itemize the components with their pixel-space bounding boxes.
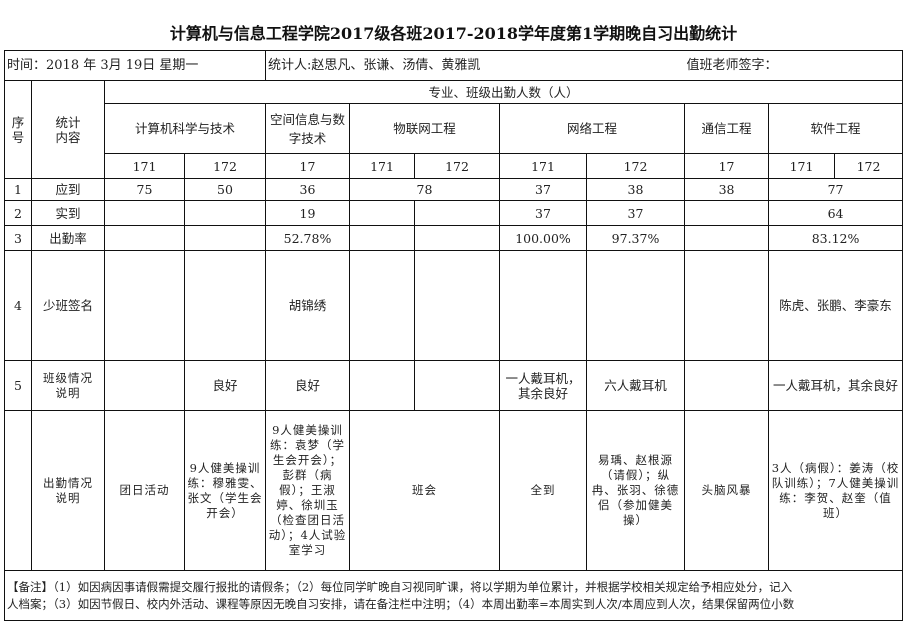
teacher-sign-field: 值班老师签字： xyxy=(684,50,904,81)
cell: 陈虎、张鹏、李豪东 xyxy=(768,250,904,361)
note-line: 【备注】（1）如因病因事请假需提交履行报批的请假条；（2）每位同学旷晚自习视同旷… xyxy=(7,579,793,594)
cell: 胡锦绣 xyxy=(265,250,350,361)
cell xyxy=(349,225,415,251)
cell: 全到 xyxy=(499,410,587,571)
class-header: 17 xyxy=(684,153,770,179)
cell xyxy=(499,250,587,361)
class-header: 171 xyxy=(499,153,587,179)
major-header: 网络工程 xyxy=(498,103,686,154)
cell xyxy=(184,225,266,251)
cell: 班会 xyxy=(349,410,500,571)
cell: 易瑀、赵根源（请假）；纵冉、张羽、徐德侣（参加健美操） xyxy=(585,410,686,571)
cell: 50 xyxy=(184,178,266,201)
cell: 75 xyxy=(104,178,185,201)
major-header-text: 空间信息与数字技术 xyxy=(270,111,346,146)
major-header: 软件工程 xyxy=(768,103,904,154)
row-no xyxy=(4,410,32,571)
cell xyxy=(184,200,266,226)
row-no: 1 xyxy=(4,178,32,201)
page-title: 计算机与信息工程学院2017级各班2017-2018学年度第1学期晚自习出勤统计 xyxy=(169,24,738,43)
attendance-table: 时间：2018 年 3月 19日 星期一 统计人:赵思凡、张谦、汤倩、黄雅凯 值… xyxy=(3,50,904,621)
cell xyxy=(349,250,415,361)
seq-header: 序号 xyxy=(4,80,32,179)
row-label: 班级情况说明 xyxy=(31,360,105,411)
row-label: 出勤率 xyxy=(31,225,105,251)
class-header: 171 xyxy=(349,153,415,179)
cell: 97.37% xyxy=(585,225,686,251)
cell xyxy=(585,250,686,361)
class-header: 171 xyxy=(104,153,185,179)
major-header: 物联网工程 xyxy=(349,103,500,154)
class-header: 172 xyxy=(184,153,266,179)
class-header: 172 xyxy=(585,153,686,179)
row-no: 5 xyxy=(4,360,32,411)
row-no: 2 xyxy=(4,200,32,226)
cell: 38 xyxy=(684,178,770,201)
group-header: 专业、班级出勤人数（人） xyxy=(103,80,904,104)
cell xyxy=(104,360,185,411)
row-no: 3 xyxy=(4,225,32,251)
cell: 37 xyxy=(499,178,587,201)
cell xyxy=(684,360,770,411)
row-label-text: 班级情况说明 xyxy=(43,370,93,400)
cell xyxy=(104,250,185,361)
counters-field: 统计人:赵思凡、张谦、汤倩、黄雅凯 xyxy=(265,50,685,81)
stat-header-text: 统计内容 xyxy=(55,114,81,145)
row-label: 少班签名 xyxy=(31,250,105,361)
cell: 六人戴耳机 xyxy=(585,360,686,411)
cell: 19 xyxy=(265,200,350,226)
row-label-text: 出勤情况说明 xyxy=(43,475,93,505)
major-header: 计算机科学与技术 xyxy=(104,103,266,154)
stat-header: 统计内容 xyxy=(31,80,105,179)
cell xyxy=(349,360,415,411)
cell: 一人戴耳机，其余良好 xyxy=(768,360,904,411)
cell: 78 xyxy=(349,178,500,201)
cell xyxy=(184,250,266,361)
cell: 团日活动 xyxy=(104,410,185,571)
cell xyxy=(684,250,770,361)
cell: 36 xyxy=(265,178,350,201)
cell: 3人（病假）：姜涛（校队训练）；7人健美操训练：李贺、赵奎（值班） xyxy=(768,410,904,571)
cell: 64 xyxy=(768,200,904,226)
cell: 良好 xyxy=(184,360,266,411)
cell: 38 xyxy=(585,178,686,201)
cell: 9人健美操训练：袁梦（学生会开会）；彭群（病假）；王淑婷、徐圳玉（检查团日活动）… xyxy=(265,410,350,571)
cell xyxy=(104,200,185,226)
cell xyxy=(414,250,500,361)
cell xyxy=(414,360,500,411)
cell xyxy=(349,200,415,226)
cell: 52.78% xyxy=(265,225,350,251)
cell xyxy=(414,200,500,226)
cell: 83.12% xyxy=(768,225,904,251)
note-line: 人档案；（3）如因节假日、校内外活动、课程等原因无晚自习安排，请在备注栏中注明；… xyxy=(7,596,795,611)
class-header: 172 xyxy=(414,153,500,179)
row-label: 实到 xyxy=(31,200,105,226)
notes: 【备注】（1）如因病因事请假需提交履行报批的请假条；（2）每位同学旷晚自习视同旷… xyxy=(3,570,904,621)
cell: 37 xyxy=(585,200,686,226)
cell: 37 xyxy=(499,200,587,226)
class-header: 172 xyxy=(834,153,904,179)
cell xyxy=(684,225,770,251)
cell: 头脑风暴 xyxy=(684,410,770,571)
cell: 100.00% xyxy=(499,225,587,251)
class-header: 171 xyxy=(768,153,836,179)
major-header: 通信工程 xyxy=(684,103,770,154)
class-header: 17 xyxy=(265,153,350,179)
cell: 77 xyxy=(768,178,904,201)
cell xyxy=(684,200,770,226)
cell: 9人健美操训练：穆雅雯、张文（学生会开会） xyxy=(184,410,266,571)
major-header: 空间信息与数字技术 xyxy=(265,103,350,154)
cell: 一人戴耳机，其余良好 xyxy=(499,360,587,411)
row-no: 4 xyxy=(4,250,32,361)
row-label: 应到 xyxy=(31,178,105,201)
cell: 良好 xyxy=(265,360,350,411)
row-label: 出勤情况说明 xyxy=(31,410,105,571)
cell xyxy=(414,225,500,251)
date-field: 时间：2018 年 3月 19日 星期一 xyxy=(4,50,266,81)
cell xyxy=(104,225,185,251)
